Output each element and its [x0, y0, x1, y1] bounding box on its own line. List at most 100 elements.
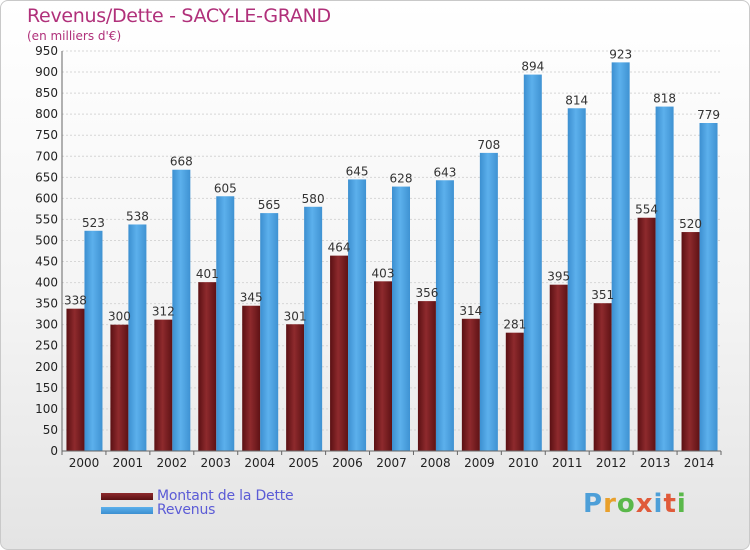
data-label-debt: 338 — [64, 294, 87, 308]
x-tick-label: 2001 — [113, 456, 144, 470]
bar-debt — [637, 217, 656, 451]
proxiti-logo: Proxiti — [583, 489, 687, 519]
logo-letter: o — [616, 489, 636, 519]
bar-debt — [505, 332, 524, 451]
data-label-revenue: 628 — [390, 172, 413, 186]
data-label-revenue: 923 — [609, 47, 632, 61]
bar-revenue — [392, 186, 410, 451]
bar-revenue — [128, 224, 147, 451]
y-tick-label: 700 — [35, 149, 58, 163]
bar-debt — [286, 324, 305, 451]
y-tick-label: 800 — [35, 107, 58, 121]
data-label-revenue: 643 — [433, 165, 456, 179]
logo-letter: i — [653, 489, 664, 519]
data-label-revenue: 523 — [82, 216, 105, 230]
bar-revenue — [348, 179, 367, 451]
data-label-revenue: 708 — [477, 138, 500, 152]
data-label-revenue: 779 — [697, 108, 720, 122]
x-tick-label: 2012 — [596, 456, 627, 470]
bar-revenue — [655, 106, 674, 451]
y-tick-label: 550 — [35, 212, 58, 226]
x-tick-label: 2005 — [288, 456, 319, 470]
data-label-debt: 356 — [415, 286, 438, 300]
y-tick-label: 950 — [35, 44, 58, 58]
data-label-debt: 301 — [284, 309, 307, 323]
y-tick-label: 150 — [35, 381, 58, 395]
chart-title: Revenus/Dette - SACY-LE-GRAND — [27, 5, 331, 27]
x-tick-label: 2013 — [640, 456, 671, 470]
legend-swatch-debt — [101, 493, 153, 500]
data-label-revenue: 605 — [214, 181, 237, 195]
data-label-debt: 520 — [679, 217, 702, 231]
y-tick-label: 450 — [35, 255, 58, 269]
data-label-revenue: 538 — [126, 209, 149, 223]
bar-revenue — [260, 213, 279, 451]
logo-letter: x — [635, 489, 654, 519]
data-label-debt: 345 — [240, 291, 263, 305]
data-label-revenue: 580 — [302, 192, 325, 206]
y-tick-label: 750 — [35, 128, 58, 142]
bar-debt — [66, 308, 85, 451]
x-tick-label: 2000 — [69, 456, 100, 470]
bar-revenue — [216, 196, 235, 451]
data-label-debt: 312 — [152, 305, 175, 319]
x-tick-label: 2003 — [200, 456, 231, 470]
bar-revenue — [479, 152, 498, 452]
x-tick-label: 2008 — [420, 456, 451, 470]
logo-letter: P — [583, 489, 604, 519]
x-tick-label: 2014 — [684, 456, 715, 470]
data-label-revenue: 818 — [653, 92, 676, 106]
logo-letter: r — [603, 489, 617, 519]
logo-letter: t — [663, 489, 677, 519]
chart-subtitle: (en milliers d'€) — [27, 29, 122, 43]
bar-debt — [461, 318, 480, 451]
data-label-revenue: 894 — [521, 60, 544, 74]
bar-debt — [154, 319, 173, 451]
bar-debt — [593, 303, 612, 451]
data-label-debt: 314 — [459, 304, 482, 318]
bar-revenue — [435, 180, 454, 451]
x-tick-label: 2009 — [464, 456, 495, 470]
data-label-revenue: 814 — [565, 93, 588, 107]
data-label-debt: 281 — [503, 318, 526, 332]
data-label-revenue: 668 — [170, 155, 193, 169]
bar-debt — [198, 282, 217, 451]
y-tick-label: 200 — [35, 360, 58, 374]
y-tick-label: 900 — [35, 65, 58, 79]
x-tick-label: 2007 — [376, 456, 407, 470]
x-tick-label: 2011 — [552, 456, 583, 470]
data-label-debt: 300 — [108, 310, 131, 324]
y-tick-label: 100 — [35, 402, 58, 416]
data-label-revenue: 565 — [258, 198, 281, 212]
bar-debt — [374, 281, 392, 451]
y-tick-label: 300 — [35, 318, 58, 332]
bar-revenue — [567, 108, 586, 452]
x-tick-label: 2010 — [508, 456, 539, 470]
data-label-debt: 403 — [372, 266, 395, 280]
x-tick-label: 2002 — [157, 456, 188, 470]
y-tick-label: 650 — [35, 170, 58, 184]
bar-debt — [242, 305, 261, 451]
bar-revenue — [611, 62, 630, 452]
data-label-debt: 351 — [591, 288, 614, 302]
x-tick-label: 2006 — [332, 456, 363, 470]
legend-label-debt: Montant de la Dette — [157, 488, 294, 504]
data-label-revenue: 645 — [346, 164, 369, 178]
data-label-debt: 464 — [328, 241, 351, 255]
y-tick-label: 350 — [35, 297, 58, 311]
bar-debt — [681, 232, 700, 451]
bar-revenue — [699, 123, 718, 451]
bar-revenue — [523, 74, 542, 451]
y-tick-label: 600 — [35, 191, 58, 205]
y-tick-label: 400 — [35, 276, 58, 290]
logo-letter: i — [676, 489, 687, 519]
y-tick-label: 500 — [35, 233, 58, 247]
data-label-debt: 395 — [547, 270, 570, 284]
bar-revenue — [304, 206, 323, 451]
bar-debt — [417, 301, 436, 451]
bar-debt — [330, 255, 349, 451]
y-tick-label: 50 — [43, 423, 58, 437]
bar-revenue — [172, 169, 191, 451]
